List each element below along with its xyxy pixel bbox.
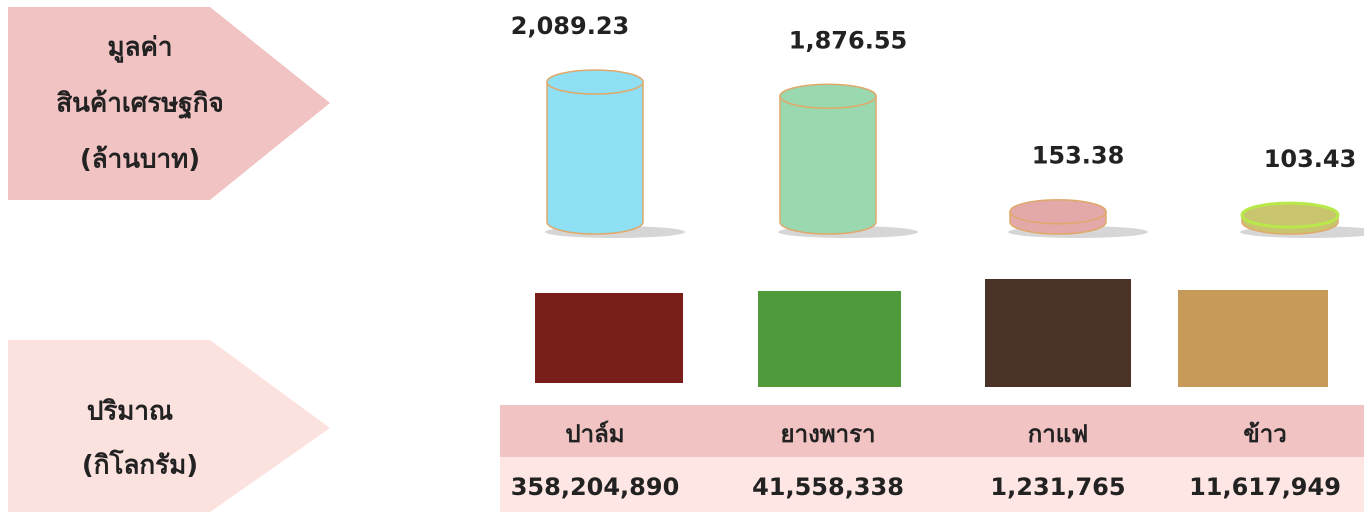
table-cell: 358,204,890 — [511, 473, 680, 501]
value-label: 153.38 — [1032, 142, 1125, 170]
value-label: 2,089.23 — [511, 12, 629, 40]
page: มูลค่า สินค้าเศรษฐกิจ (ล้านบาท) ปริมาณ (… — [0, 0, 1364, 512]
quantity-label: (กิโลกรัม) — [82, 449, 198, 481]
table-cell: 11,617,949 — [1189, 473, 1341, 501]
bar-top — [1010, 200, 1106, 224]
bar-top — [1242, 203, 1338, 227]
photo-rubber — [758, 291, 901, 387]
table-header-cell: ปาล์ม — [565, 420, 624, 448]
photo-coffee — [985, 279, 1131, 387]
table-cell: 41,558,338 — [752, 473, 904, 501]
chart: มูลค่า สินค้าเศรษฐกิจ (ล้านบาท) ปริมาณ (… — [0, 0, 1364, 512]
table-header-cell: ข้าว — [1243, 420, 1286, 448]
quantity-label: ปริมาณ — [87, 397, 173, 427]
value-label: 1,876.55 — [789, 26, 907, 54]
photos — [535, 279, 1328, 387]
table-header-cell: ยางพารา — [781, 420, 876, 448]
value-label: (ล้านบาท) — [80, 145, 200, 175]
table-header — [500, 405, 1364, 457]
bar — [780, 96, 876, 234]
table-header-cell: กาแฟ — [1028, 420, 1088, 448]
value-label: 103.43 — [1264, 145, 1357, 173]
bar — [547, 82, 643, 234]
value-label: มูลค่า — [107, 33, 172, 64]
photo-rice — [1178, 290, 1328, 387]
table-cell: 1,231,765 — [990, 473, 1125, 501]
value-label: สินค้าเศรษฐกิจ — [56, 89, 223, 121]
bar-top — [780, 84, 876, 108]
photo-palm — [535, 293, 683, 383]
bar-top — [547, 70, 643, 94]
